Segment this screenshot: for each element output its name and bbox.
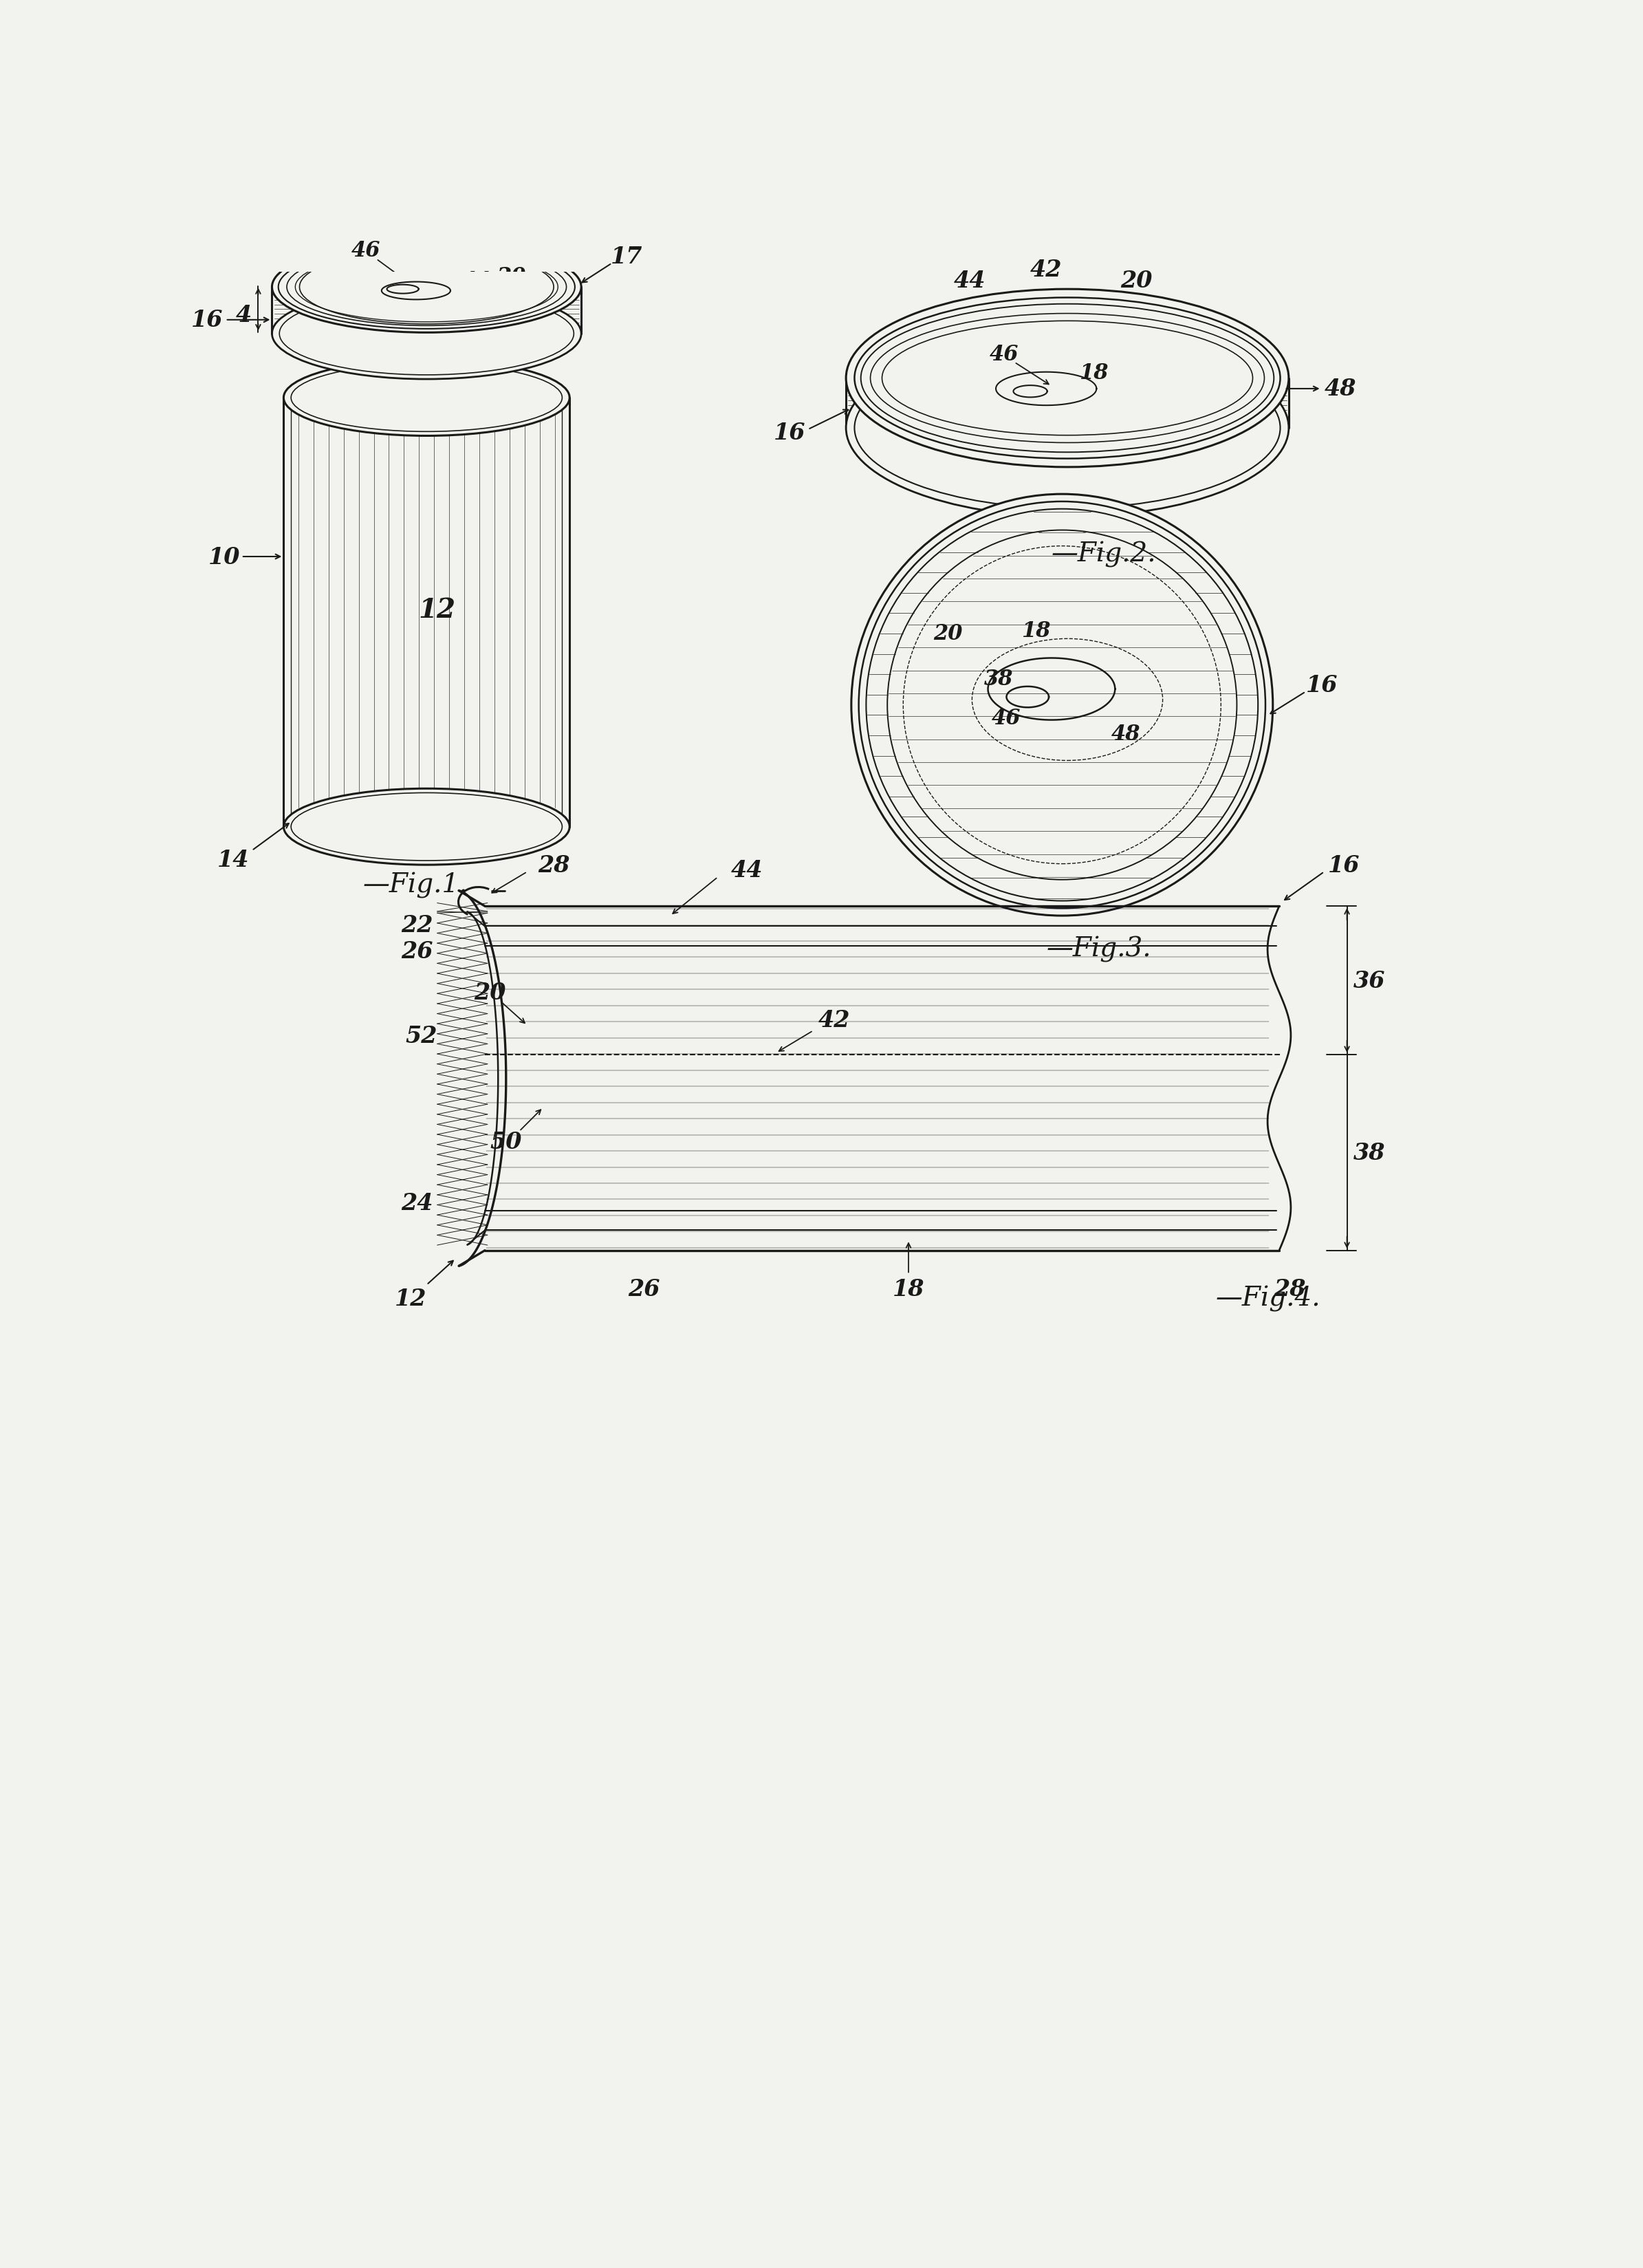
Text: 44: 44 <box>462 270 491 293</box>
Text: 14: 14 <box>217 848 250 871</box>
Text: 20: 20 <box>933 624 963 644</box>
Ellipse shape <box>273 288 582 379</box>
Text: —Fig.2.: —Fig.2. <box>1052 542 1157 567</box>
Text: 20: 20 <box>1121 270 1152 293</box>
Text: —Fig.3.: —Fig.3. <box>1047 937 1152 962</box>
Text: 16: 16 <box>191 308 223 331</box>
Ellipse shape <box>284 361 570 435</box>
Text: —Fig.1.: —Fig.1. <box>363 873 468 898</box>
Text: 28: 28 <box>537 853 570 875</box>
Text: 16: 16 <box>1306 674 1337 696</box>
Text: 26: 26 <box>628 1277 660 1300</box>
Text: 24: 24 <box>401 1191 434 1213</box>
Text: 12: 12 <box>419 596 455 624</box>
Text: 12: 12 <box>394 1286 427 1309</box>
Text: 36: 36 <box>1354 968 1385 991</box>
Text: 20: 20 <box>496 265 526 288</box>
Ellipse shape <box>851 494 1273 916</box>
Text: 20: 20 <box>475 982 506 1005</box>
Text: 10: 10 <box>209 547 240 569</box>
Text: 52: 52 <box>406 1025 437 1048</box>
Text: 44: 44 <box>953 270 986 293</box>
Text: 18: 18 <box>892 1277 925 1300</box>
Text: 22: 22 <box>401 914 434 937</box>
Text: 18: 18 <box>444 286 473 308</box>
Text: 42: 42 <box>1030 259 1061 281</box>
Text: 38: 38 <box>984 669 1014 689</box>
Text: —Fig.4.: —Fig.4. <box>1216 1286 1321 1311</box>
Text: 42: 42 <box>818 1009 851 1032</box>
Text: 46: 46 <box>992 708 1020 730</box>
Text: 48: 48 <box>430 306 460 329</box>
Text: 48: 48 <box>1111 723 1140 746</box>
Ellipse shape <box>846 340 1288 517</box>
Text: 18: 18 <box>1079 363 1109 383</box>
Text: 44: 44 <box>731 860 762 882</box>
Text: 48: 48 <box>1324 379 1355 401</box>
Text: 16: 16 <box>1328 853 1360 875</box>
Text: 46: 46 <box>352 240 380 261</box>
Text: 50: 50 <box>490 1132 522 1154</box>
Ellipse shape <box>284 789 570 864</box>
Ellipse shape <box>846 290 1288 467</box>
Ellipse shape <box>273 243 582 333</box>
Text: 42: 42 <box>396 272 426 293</box>
Text: 16: 16 <box>774 422 805 445</box>
Text: 4: 4 <box>237 304 251 327</box>
Text: 18: 18 <box>1020 621 1050 642</box>
Text: 26: 26 <box>401 941 434 964</box>
Text: 46: 46 <box>989 345 1019 365</box>
Text: 38: 38 <box>1354 1141 1385 1163</box>
Text: 28: 28 <box>1273 1277 1306 1300</box>
Text: 17: 17 <box>611 245 642 268</box>
